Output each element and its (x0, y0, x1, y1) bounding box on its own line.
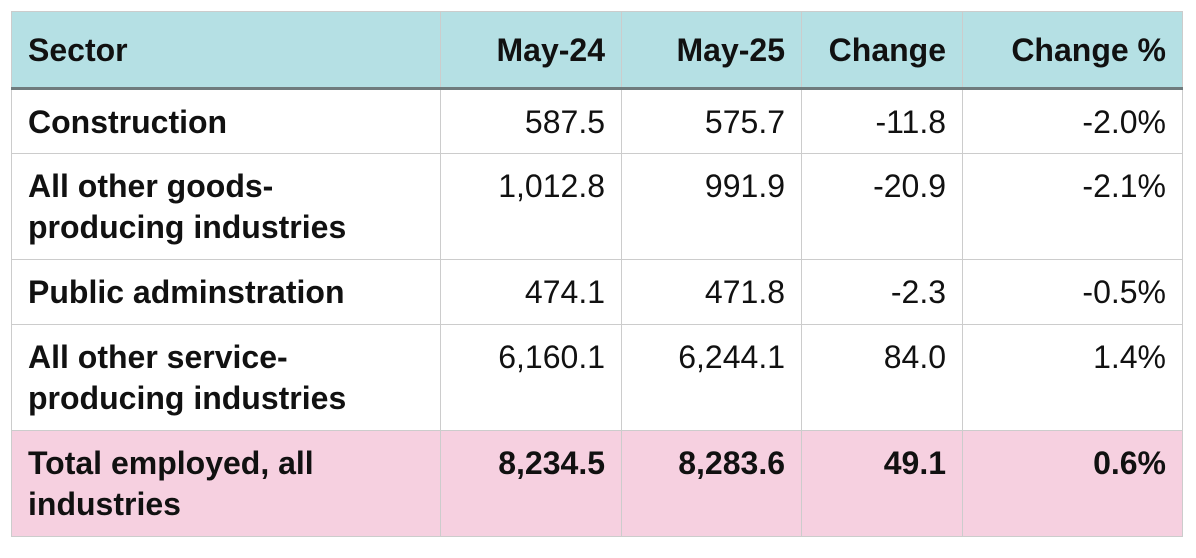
change-cell: -11.8 (801, 88, 963, 154)
sector-cell: Construction (11, 88, 441, 154)
table-body: Construction 587.5 575.7 -11.8 -2.0% All… (11, 88, 1183, 537)
employment-by-sector-table: Sector May-24 May-25 Change Change % Con… (11, 11, 1183, 537)
header-may-24: May-24 (440, 11, 622, 90)
total-change-cell: 49.1 (801, 430, 963, 537)
total-change-pct-cell: 0.6% (962, 430, 1183, 537)
header-change-pct: Change % (962, 11, 1183, 90)
table-row: All other service-producing industries 6… (11, 324, 1183, 431)
total-may-25-cell: 8,283.6 (621, 430, 802, 537)
employment-table-container: Sector May-24 May-25 Change Change % Con… (11, 11, 1183, 537)
change-pct-cell: -2.0% (962, 88, 1183, 154)
header-sector: Sector (11, 11, 441, 90)
sector-cell: All other service-producing industries (11, 324, 441, 431)
may-25-cell: 575.7 (621, 88, 802, 154)
may-24-cell: 6,160.1 (440, 324, 622, 431)
header-may-25: May-25 (621, 11, 802, 90)
table-row: All other goods-producing industries 1,0… (11, 153, 1183, 260)
may-24-cell: 1,012.8 (440, 153, 622, 260)
change-cell: -2.3 (801, 259, 963, 325)
change-pct-cell: -0.5% (962, 259, 1183, 325)
total-sector-cell: Total employed, all industries (11, 430, 441, 537)
total-may-24-cell: 8,234.5 (440, 430, 622, 537)
may-25-cell: 991.9 (621, 153, 802, 260)
header-row: Sector May-24 May-25 Change Change % (11, 11, 1183, 90)
sector-cell: Public adminstration (11, 259, 441, 325)
total-row: Total employed, all industries 8,234.5 8… (11, 430, 1183, 537)
change-pct-cell: -2.1% (962, 153, 1183, 260)
change-cell: -20.9 (801, 153, 963, 260)
table-row: Public adminstration 474.1 471.8 -2.3 -0… (11, 259, 1183, 325)
table-header: Sector May-24 May-25 Change Change % (11, 11, 1183, 90)
may-24-cell: 587.5 (440, 88, 622, 154)
change-cell: 84.0 (801, 324, 963, 431)
may-24-cell: 474.1 (440, 259, 622, 325)
change-pct-cell: 1.4% (962, 324, 1183, 431)
sector-cell: All other goods-producing industries (11, 153, 441, 260)
table-row: Construction 587.5 575.7 -11.8 -2.0% (11, 88, 1183, 154)
may-25-cell: 6,244.1 (621, 324, 802, 431)
may-25-cell: 471.8 (621, 259, 802, 325)
header-change: Change (801, 11, 963, 90)
